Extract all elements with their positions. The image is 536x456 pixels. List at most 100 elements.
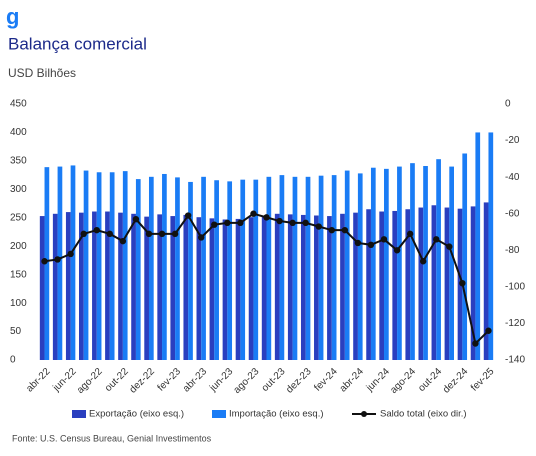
line-point <box>158 230 166 238</box>
line-point <box>224 219 231 227</box>
bar <box>248 217 254 360</box>
line-point <box>119 237 127 245</box>
x-tick-label: out-23 <box>260 366 288 394</box>
y-tick-label: 350 <box>10 156 27 167</box>
y2-tick-label: -120 <box>505 318 525 329</box>
bar <box>397 166 402 360</box>
line-point <box>184 212 192 219</box>
y-tick-label: 300 <box>10 184 27 195</box>
x-tick-label: out-24 <box>416 366 444 394</box>
bar <box>279 175 285 360</box>
bar <box>353 212 358 360</box>
bar <box>222 219 228 360</box>
line-point <box>433 236 440 243</box>
line-point <box>263 214 270 221</box>
line-point <box>406 230 414 238</box>
line-point <box>328 226 335 234</box>
bar <box>209 218 215 360</box>
x-tick-label: abr-23 <box>181 366 210 395</box>
bar <box>305 176 311 360</box>
line-point <box>367 241 375 248</box>
bar <box>266 176 272 360</box>
line-point <box>250 210 257 217</box>
bar <box>122 171 128 360</box>
bar <box>410 163 415 360</box>
bar <box>418 207 424 360</box>
line-point <box>106 230 114 238</box>
line-point <box>276 217 283 225</box>
bar <box>292 176 298 360</box>
y2-tick-label: -140 <box>505 355 525 366</box>
x-tick-label: ago-22 <box>75 366 105 396</box>
bar <box>300 214 306 360</box>
bar <box>227 181 233 360</box>
bar <box>162 173 167 360</box>
y2-tick-label: -20 <box>505 135 520 146</box>
x-tick-label: ago-23 <box>232 366 262 396</box>
x-tick-label: jun-24 <box>364 366 392 394</box>
bar <box>92 211 97 360</box>
y-tick-label: 450 <box>10 99 27 110</box>
chart-subtitle: USD Bilhões <box>8 66 76 80</box>
line-point <box>380 236 388 243</box>
bar <box>196 217 202 360</box>
bar <box>144 216 149 360</box>
line-point <box>302 219 309 227</box>
bar <box>379 211 385 360</box>
legend-key <box>72 410 86 418</box>
y2-tick-label: 0 <box>505 99 511 110</box>
y2-tick-label: -100 <box>505 281 525 292</box>
bar <box>331 175 337 360</box>
line-point <box>315 223 322 230</box>
legend-label: Exportação (eixo esq.) <box>89 409 184 420</box>
x-tick-label: out-22 <box>103 366 131 394</box>
x-tick-label: jun-22 <box>50 366 78 394</box>
y-tick-label: 100 <box>10 298 27 309</box>
line-point <box>41 258 48 265</box>
line-point <box>54 256 61 263</box>
line-point <box>145 230 153 238</box>
bar <box>175 177 180 360</box>
y-tick-label: 250 <box>10 212 27 223</box>
bar <box>131 213 136 360</box>
bar <box>483 202 489 360</box>
bar <box>170 216 176 360</box>
bar <box>148 176 154 360</box>
y-tick-label: 200 <box>10 241 27 252</box>
y2-tick-label: -40 <box>505 172 520 183</box>
line-point <box>485 327 492 334</box>
bar <box>340 213 345 360</box>
legend-label: Importação (eixo esq.) <box>229 409 324 420</box>
line-point <box>419 258 427 265</box>
line-point <box>80 230 87 238</box>
bar <box>327 216 332 360</box>
y-tick-label: 150 <box>10 269 27 280</box>
bar <box>462 153 468 360</box>
y-tick-label: 400 <box>10 127 27 138</box>
bar <box>235 218 241 360</box>
x-tick-label: jun-23 <box>207 366 235 394</box>
bar <box>214 180 219 360</box>
bar <box>318 175 324 360</box>
line-point <box>67 250 74 258</box>
line-point <box>341 226 349 234</box>
x-tick-label: abr-22 <box>24 366 53 395</box>
bar <box>405 209 411 360</box>
line-point <box>446 243 453 250</box>
bar <box>44 167 50 360</box>
bar <box>157 214 163 360</box>
x-tick-label: fev-25 <box>469 366 497 394</box>
bar <box>52 213 58 360</box>
bar <box>39 216 45 360</box>
x-tick-label: dez-22 <box>128 366 158 396</box>
bar <box>431 205 437 360</box>
bar <box>470 206 476 360</box>
source: Fonte: U.S. Census Bureau, Genial Invest… <box>12 433 212 443</box>
line-point <box>211 221 218 228</box>
line-point <box>472 340 479 347</box>
y-tick-label: 0 <box>10 355 16 366</box>
bar <box>57 166 63 360</box>
bar <box>357 173 363 360</box>
legend-key <box>361 411 367 417</box>
